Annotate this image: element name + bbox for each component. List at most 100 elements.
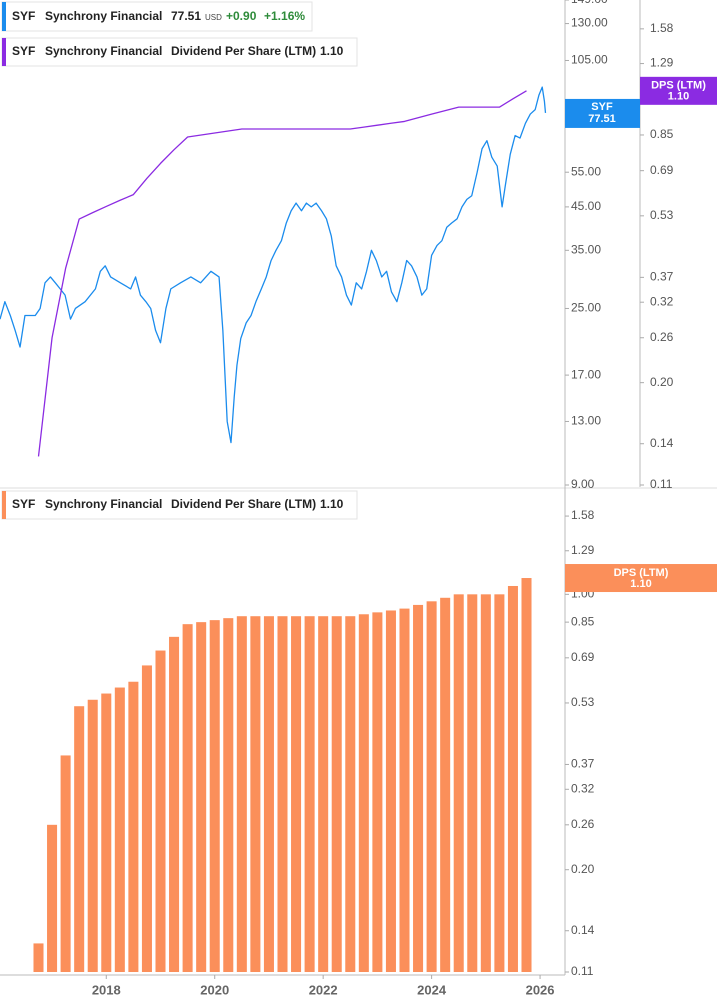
y2-tick-label: 1.29: [650, 56, 674, 70]
y-tick-label: 35.00: [571, 242, 601, 256]
legend-last: 1.10: [320, 497, 344, 511]
x-tick-label: 2026: [526, 982, 555, 997]
bar: [453, 594, 464, 972]
bar: [141, 665, 152, 972]
bar: [304, 616, 315, 972]
y-tick-label: 0.53: [571, 695, 595, 709]
legend-name: Dividend Per Share (LTM): [171, 44, 316, 58]
legend-company: Synchrony Financial: [45, 44, 162, 58]
y2-tick-label: 0.53: [650, 208, 674, 222]
legend-company: Synchrony Financial: [45, 497, 162, 511]
y-tick-label: 0.14: [571, 923, 595, 937]
bar: [114, 687, 125, 972]
y2-tick-label: 0.11: [650, 477, 673, 491]
bar: [291, 616, 302, 972]
bar: [413, 604, 424, 972]
bar: [209, 620, 220, 972]
y-tick-label: 13.00: [571, 414, 601, 428]
y-tick-label: 0.26: [571, 817, 595, 831]
value-tag-label: DPS (LTM): [651, 80, 706, 92]
legend-change-pct: +1.16%: [264, 9, 305, 23]
y-tick-label: 25.00: [571, 301, 601, 315]
y-tick-label: 17.00: [571, 367, 601, 381]
value-tag-label: DPS (LTM): [614, 567, 669, 579]
legend-box: [1, 1, 313, 32]
value-tag: [565, 564, 717, 593]
legend-ticker: SYF: [12, 9, 35, 23]
legend-last: 1.10: [320, 44, 344, 58]
series-line: [0, 86, 547, 444]
legend-ticker: SYF: [12, 44, 35, 58]
bar: [155, 650, 166, 972]
y-tick-label: 0.20: [571, 862, 595, 876]
x-tick-label: 2024: [417, 982, 447, 997]
x-tick-label: 2022: [309, 982, 338, 997]
bar: [494, 594, 505, 972]
value-tag: [640, 76, 717, 105]
series-line: [37, 90, 527, 457]
bar: [385, 610, 396, 972]
legend-swatch: [2, 38, 6, 66]
bar: [87, 699, 98, 972]
bar: [426, 601, 437, 972]
y2-tick-label: 0.26: [650, 330, 674, 344]
y-tick-label: 149.00: [571, 0, 608, 6]
value-tag: [565, 98, 640, 128]
y-tick-label: 0.11: [571, 964, 594, 978]
bar: [358, 614, 369, 972]
legend-swatch: [2, 491, 6, 519]
y-tick-label: 9.00: [571, 477, 595, 491]
bar: [169, 636, 180, 972]
y-tick-label: 1.29: [571, 543, 595, 557]
bar: [60, 755, 71, 972]
y-tick-label: 105.00: [571, 53, 608, 67]
legend-box: [1, 490, 358, 520]
bar: [507, 585, 518, 972]
value-tag-value: 77.51: [588, 113, 616, 125]
y-tick-label: 130.00: [571, 16, 608, 30]
y-tick-label: 0.37: [571, 757, 595, 771]
y-tick-label: 1.58: [571, 508, 595, 522]
bar: [345, 616, 356, 972]
legend-last: 77.51: [171, 9, 201, 23]
bar: [277, 616, 288, 972]
legend-swatch: [2, 2, 6, 31]
value-tag-value: 1.10: [668, 91, 689, 103]
bar: [236, 616, 247, 972]
y2-tick-label: 0.69: [650, 163, 674, 177]
y2-tick-label: 0.37: [650, 270, 674, 284]
bar: [372, 612, 383, 972]
legend-name: Dividend Per Share (LTM): [171, 497, 316, 511]
y2-tick-label: 0.14: [650, 436, 674, 450]
bar: [480, 594, 491, 972]
value-tag-value: 1.10: [630, 578, 651, 590]
y-tick-label: 0.32: [571, 781, 595, 795]
legend-name: Synchrony Financial: [45, 9, 162, 23]
y2-tick-label: 1.58: [650, 21, 674, 35]
y2-tick-label: 0.85: [650, 127, 674, 141]
legend: SYF Synchrony Financial 77.51 USD +0.90 …: [1, 1, 358, 520]
y-tick-label: 55.00: [571, 164, 601, 178]
bar: [47, 824, 58, 972]
y-tick-label: 0.85: [571, 614, 595, 628]
bar: [101, 693, 112, 972]
bar: [74, 706, 85, 972]
legend-currency: USD: [205, 13, 222, 22]
bar: [223, 618, 234, 972]
x-tick-label: 2020: [200, 982, 229, 997]
x-tick-label: 2018: [92, 982, 121, 997]
bar: [440, 597, 451, 972]
bar: [182, 624, 193, 972]
y-tick-label: 0.69: [571, 650, 595, 664]
bar: [33, 943, 44, 972]
legend-change: +0.90: [226, 9, 257, 23]
legend-ticker: SYF: [12, 497, 35, 511]
bar: [250, 616, 261, 972]
bar: [263, 616, 274, 972]
bar: [128, 681, 139, 972]
bar: [521, 578, 532, 972]
value-tag-label: SYF: [591, 101, 613, 113]
bar: [399, 608, 410, 972]
